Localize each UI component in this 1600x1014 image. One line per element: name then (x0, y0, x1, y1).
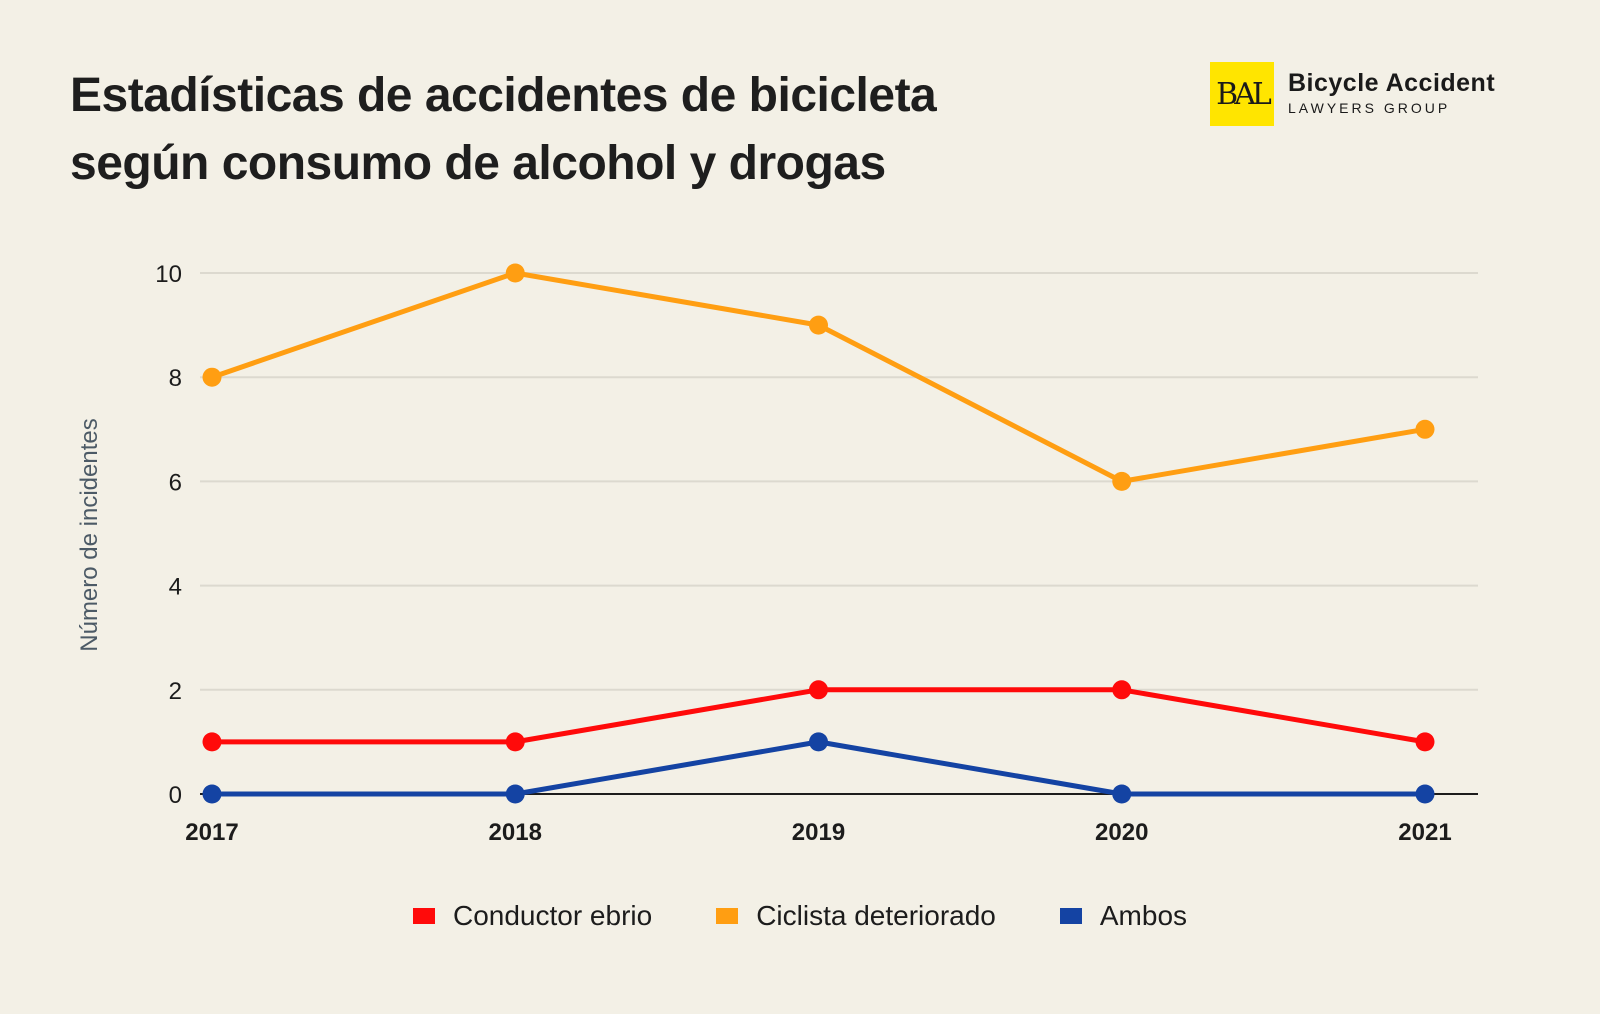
data-point (505, 784, 525, 804)
x-tick-label: 2018 (489, 819, 542, 846)
data-point (809, 315, 828, 335)
logo-text: Bicycle Accident LAWYERS GROUP (1288, 70, 1495, 118)
logo-name: Bicycle Accident (1288, 69, 1496, 97)
logo-mark-icon: BAL (1210, 62, 1274, 126)
data-point (1415, 784, 1435, 804)
legend-item: Ambos (1059, 900, 1188, 932)
legend-swatch-icon (716, 908, 739, 924)
data-point (1112, 680, 1132, 700)
legend-label: Conductor ebrio (452, 900, 653, 931)
logo-tagline: LAWYERS GROUP (1288, 100, 1451, 116)
logo-mark: BAL (1216, 76, 1272, 112)
legend-label: Ambos (1099, 900, 1188, 931)
legend-swatch-icon (412, 908, 435, 924)
y-tick-label: 6 (169, 469, 182, 496)
data-point (1112, 784, 1132, 804)
data-point (1112, 471, 1132, 491)
chart-legend: Conductor ebrio Ciclista deteriorado Ambos (0, 900, 1600, 932)
x-tick-label: 2021 (1398, 819, 1451, 846)
y-tick-label: 0 (169, 782, 182, 809)
y-tick-label: 4 (169, 574, 182, 601)
y-tick-label: 8 (169, 365, 182, 392)
chart-title: Estadísticas de accidentes de bicicleta … (70, 62, 1070, 198)
y-tick-label: 10 (155, 261, 182, 288)
data-point (1415, 419, 1435, 439)
data-point (505, 732, 525, 752)
data-point (202, 732, 222, 752)
data-point (809, 680, 828, 700)
x-tick-label: 2017 (185, 819, 238, 846)
chart-title-line-1: Estadísticas de accidentes de bicicleta (70, 69, 937, 122)
data-point (1415, 732, 1435, 752)
y-axis-label: Número de incidentes (76, 418, 103, 652)
x-tick-label: 2020 (1095, 819, 1148, 846)
legend-swatch-icon (1059, 908, 1082, 924)
legend-label: Ciclista deteriorado (756, 900, 996, 931)
brand-logo: BAL Bicycle Accident LAWYERS GROUP (1210, 62, 1495, 126)
data-point (809, 732, 828, 752)
y-tick-label: 2 (169, 678, 182, 705)
data-point (202, 367, 222, 387)
chart-title-line-2: según consumo de alcohol y drogas (70, 137, 886, 190)
x-tick-label: 2019 (792, 819, 845, 846)
data-point (505, 263, 525, 283)
legend-item: Ciclista deteriorado (716, 900, 996, 932)
data-point (202, 784, 222, 804)
legend-item: Conductor ebrio (412, 900, 653, 932)
